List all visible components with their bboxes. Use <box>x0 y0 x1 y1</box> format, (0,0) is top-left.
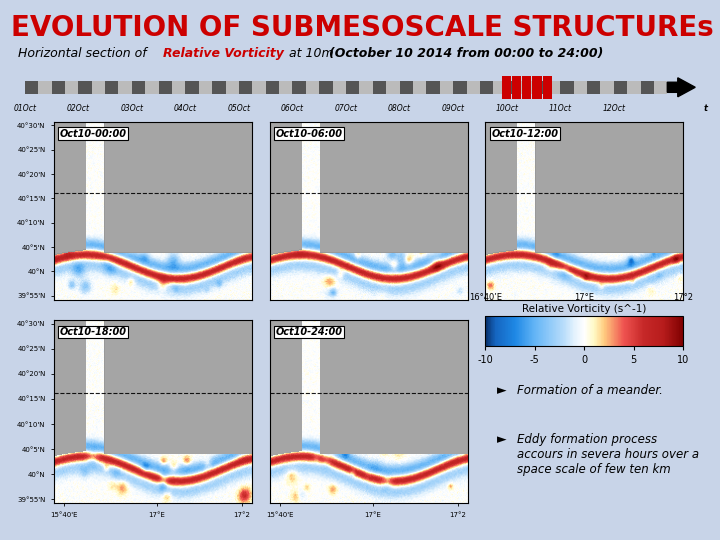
Bar <box>453 81 467 93</box>
Text: Oct10-24:00: Oct10-24:00 <box>276 327 343 337</box>
Bar <box>172 81 186 93</box>
Text: at 10m: at 10m <box>285 47 338 60</box>
Text: 03Oct: 03Oct <box>120 104 143 112</box>
Bar <box>65 81 78 93</box>
Text: 09Oct: 09Oct <box>441 104 464 112</box>
Bar <box>654 81 667 93</box>
Text: Eddy formation process
accours in severa hours over a
space scale of few ten km: Eddy formation process accours in severa… <box>517 433 699 476</box>
Text: Horizontal section of: Horizontal section of <box>18 47 150 60</box>
Bar <box>560 81 574 93</box>
Bar <box>333 81 346 93</box>
Bar <box>600 81 613 93</box>
Bar <box>105 81 119 93</box>
Bar <box>158 81 172 93</box>
Bar <box>493 81 507 93</box>
Text: 10Oct: 10Oct <box>495 104 518 112</box>
Bar <box>502 76 511 99</box>
Bar <box>641 81 654 93</box>
Bar <box>78 81 91 93</box>
Bar <box>292 81 306 93</box>
Text: Relative Vorticity: Relative Vorticity <box>163 47 284 60</box>
Bar <box>199 81 212 93</box>
Text: 12Oct: 12Oct <box>602 104 625 112</box>
Bar <box>400 81 413 93</box>
Bar <box>543 76 552 99</box>
Bar <box>426 81 440 93</box>
Bar <box>546 81 560 93</box>
Bar <box>587 81 600 93</box>
Bar <box>239 81 252 93</box>
Bar <box>279 81 292 93</box>
Text: ►: ► <box>498 384 507 397</box>
Bar <box>225 81 239 93</box>
Bar <box>574 81 587 93</box>
Bar <box>467 81 480 93</box>
Text: 05Oct: 05Oct <box>228 104 251 112</box>
Bar <box>413 81 426 93</box>
Title: Relative Vorticity (s^-1): Relative Vorticity (s^-1) <box>522 303 647 314</box>
Bar <box>132 81 145 93</box>
Text: Formation of a meander.: Formation of a meander. <box>517 384 663 397</box>
Text: t: t <box>703 104 708 112</box>
Text: 07Oct: 07Oct <box>335 104 358 112</box>
Text: EVOLUTION OF SUBMESOSCALE STRUCTUREs: EVOLUTION OF SUBMESOSCALE STRUCTUREs <box>11 14 714 42</box>
Bar <box>359 81 373 93</box>
Bar <box>212 81 225 93</box>
Bar <box>520 81 534 93</box>
Text: 02Oct: 02Oct <box>67 104 90 112</box>
Text: 17°E: 17°E <box>575 293 594 302</box>
Bar <box>507 81 520 93</box>
Bar <box>346 81 359 93</box>
Bar <box>252 81 266 93</box>
Bar <box>306 81 319 93</box>
Bar <box>480 81 493 93</box>
Bar <box>522 76 531 99</box>
Bar <box>319 81 333 93</box>
Bar <box>145 81 158 93</box>
Text: Oct10-12:00: Oct10-12:00 <box>491 129 558 139</box>
Bar <box>119 81 132 93</box>
Bar <box>186 81 199 93</box>
Text: 04Oct: 04Oct <box>174 104 197 112</box>
Text: 16°40’E: 16°40’E <box>469 293 502 302</box>
Bar <box>613 81 627 93</box>
Text: 08Oct: 08Oct <box>388 104 411 112</box>
Text: 01Oct: 01Oct <box>13 104 36 112</box>
Bar <box>386 81 400 93</box>
Text: 17°2: 17°2 <box>673 293 693 302</box>
Text: 11Oct: 11Oct <box>549 104 572 112</box>
Bar <box>91 81 105 93</box>
Bar <box>440 81 453 93</box>
Text: (October 10 2014 from 00:00 to 24:00): (October 10 2014 from 00:00 to 24:00) <box>328 47 603 60</box>
Text: Oct10-18:00: Oct10-18:00 <box>60 327 127 337</box>
Bar <box>373 81 386 93</box>
Bar <box>24 81 38 93</box>
Bar <box>52 81 65 93</box>
FancyArrow shape <box>667 78 696 97</box>
Bar <box>532 76 542 99</box>
Text: Oct10-00:00: Oct10-00:00 <box>60 129 127 139</box>
Text: 06Oct: 06Oct <box>281 104 304 112</box>
Bar <box>512 76 521 99</box>
Bar <box>266 81 279 93</box>
Text: ►: ► <box>498 433 507 446</box>
Bar <box>38 81 52 93</box>
Text: Oct10-06:00: Oct10-06:00 <box>276 129 343 139</box>
Bar <box>627 81 641 93</box>
Bar <box>534 81 546 93</box>
